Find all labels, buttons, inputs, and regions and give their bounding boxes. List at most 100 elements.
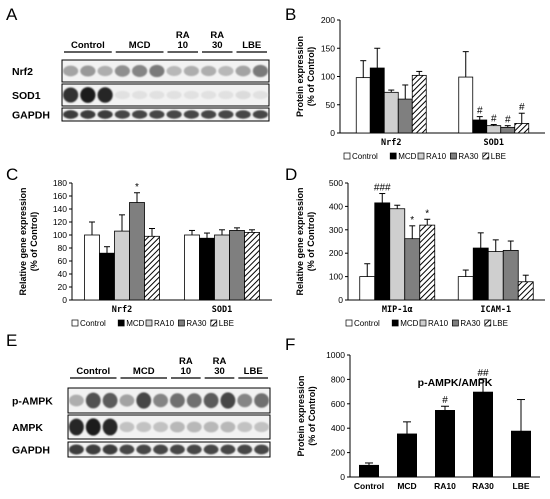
y-axis-label: Relative gene expression [295, 187, 305, 295]
legend-swatch-lbe [484, 319, 492, 327]
bar-control [359, 464, 379, 478]
blot-group-label-0: Control [71, 40, 105, 51]
blot-band [80, 110, 96, 119]
legend-label-lbe: LBE [219, 319, 234, 328]
bar-ra10 [114, 230, 130, 301]
bar-ra10 [486, 125, 502, 134]
blot-band [69, 444, 84, 455]
blot-band [149, 90, 165, 100]
blot-band [170, 393, 185, 408]
y-tick-label: 0 [340, 472, 345, 482]
y-tick-label: 600 [331, 399, 345, 409]
blot-membrane-nrf2 [61, 59, 270, 83]
blot-band [63, 65, 79, 77]
y-tick-label: 60 [58, 256, 68, 266]
blot-band [183, 90, 199, 100]
blot-band [252, 90, 268, 100]
blot-group-sublabel-2: 10 [181, 366, 192, 377]
blot-band [186, 421, 202, 433]
bar-ra30 [500, 126, 516, 134]
bar-mcd [99, 252, 115, 301]
bar-ra10 [383, 91, 399, 134]
blot-membrane-sod1 [61, 83, 270, 107]
blot-band [149, 64, 165, 78]
x-category-label: Nrf2 [112, 305, 132, 315]
legend-swatch-mcd [389, 152, 397, 160]
blot-group-label-0: Control [76, 366, 110, 377]
blot-band [170, 444, 185, 455]
bar-mcd [397, 433, 417, 478]
bar-control [458, 76, 474, 134]
y-tick-label: 20 [58, 282, 68, 292]
significance-mark: # [477, 106, 483, 117]
blot-band [85, 444, 101, 455]
blot-band [136, 421, 152, 433]
bar-lbe [144, 235, 160, 301]
y-axis-label: (% of Control) [307, 386, 317, 445]
bar-control [359, 276, 376, 301]
bar-lbe [411, 74, 427, 134]
y-tick-label: 150 [321, 43, 335, 53]
x-category-label: LBE [513, 481, 530, 491]
y-tick-label: 0 [338, 295, 343, 305]
panel-d-letter: D [285, 165, 297, 184]
legend-label-ra10: RA10 [154, 319, 175, 328]
significance-mark: # [519, 102, 525, 113]
blot-band [132, 90, 148, 100]
blot-group-label-3: RA [210, 30, 224, 41]
blot-group-label-1: MCD [133, 366, 155, 377]
blot-e-rows: p-AMPK AMPK GAPDH [12, 387, 271, 458]
blot-band [254, 393, 269, 408]
y-tick-label: 500 [329, 178, 343, 188]
blot-group-sublabel-3: 30 [214, 366, 225, 377]
bar-lbe [419, 224, 436, 301]
y-axis-label: (% of Control) [306, 212, 316, 271]
significance-mark: * [425, 208, 429, 219]
y-tick-label: 50 [326, 100, 336, 110]
legend-swatch-control [345, 319, 353, 327]
significance-mark: ### [374, 183, 391, 194]
legend-swatch-ra10 [145, 319, 153, 327]
blot-band [183, 65, 199, 77]
chart-title: p-AMPK/AMPK [418, 377, 493, 389]
blot-band [102, 444, 118, 455]
x-category-label: MIP-1α [382, 305, 413, 315]
blot-band [203, 444, 219, 455]
y-tick-label: 180 [53, 178, 67, 188]
bar-ra30 [229, 230, 245, 301]
bar-ra10 [389, 208, 406, 301]
blot-band [201, 90, 217, 100]
blot-band [203, 392, 219, 409]
blot-band [220, 444, 236, 455]
blot-group-label-4: LBE [244, 366, 263, 377]
blot-group-label-2: RA [176, 30, 190, 41]
bar-ra30 [397, 98, 413, 134]
blot-membrane-gapdh [67, 441, 271, 458]
panel-a-letter: A [6, 5, 18, 24]
blot-band [102, 418, 118, 436]
y-tick-label: 0 [330, 128, 335, 138]
y-tick-label: 140 [53, 204, 67, 214]
blot-band [235, 90, 251, 100]
blot-band [85, 418, 101, 436]
blot-row-label-gapdh: GAPDH [12, 445, 50, 457]
bar-mcd [472, 247, 489, 301]
x-category-label: SOD1 [484, 138, 504, 148]
panel-f-chart: F p-AMPK/AMPK 0 200 400 600 800 1000 Protein ex… [285, 335, 540, 491]
x-category-label: Control [354, 481, 384, 491]
bar-mcd [374, 202, 391, 301]
bar-control [184, 234, 200, 301]
blot-band [119, 394, 135, 407]
legend-label-ra30: RA30 [458, 152, 479, 161]
blot-band [97, 110, 113, 119]
bar-ra10 [435, 410, 455, 478]
blot-membrane-p-ampk [67, 387, 271, 414]
blot-band [235, 110, 251, 119]
y-tick-label: 800 [331, 374, 345, 384]
blot-band [237, 393, 253, 408]
significance-mark: ## [477, 368, 489, 379]
blot-band [254, 444, 269, 455]
blot-band [136, 444, 152, 455]
blot-group-label-1: MCD [129, 40, 151, 51]
